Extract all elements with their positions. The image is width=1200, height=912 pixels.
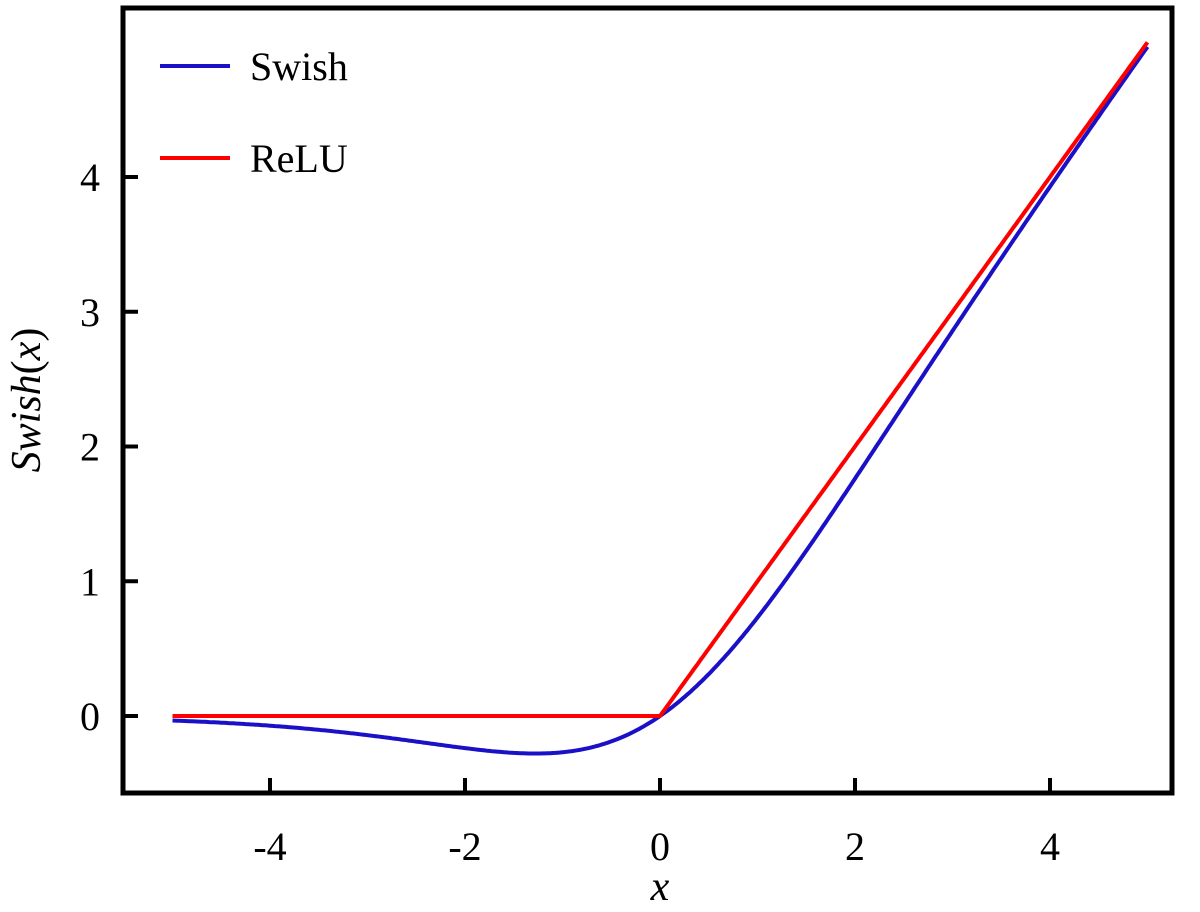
y-axis-label: Swish(x) [4,328,50,473]
x-axis-label: x [650,864,670,910]
y-tick-label: 1 [80,559,100,604]
x-tick-label: 4 [1040,824,1060,869]
y-axis-label-paren-open: ( [4,360,50,374]
series-layer [172,41,1150,756]
ticks-layer: -4 -2 0 2 4 0 1 2 3 4 [80,155,1060,869]
legend: Swish ReLU [160,44,348,181]
y-axis-label-paren-close: ) [4,328,50,342]
y-axis-label-function: Swish [4,374,50,472]
series-line-relu [172,41,1150,718]
legend-label-swish: Swish [250,44,348,89]
y-tick-label: 3 [80,290,100,335]
x-tick-label: 2 [845,824,865,869]
y-tick-label: 0 [80,694,100,739]
x-tick-label: 0 [650,824,670,869]
x-tick-label: -4 [253,824,286,869]
y-tick-label: 4 [80,155,100,200]
plot-frame [120,5,1175,796]
legend-label-relu: ReLU [250,136,348,181]
y-tick-label: 2 [80,425,100,470]
x-tick-label: -2 [448,824,481,869]
y-axis-label-variable: x [4,341,50,361]
